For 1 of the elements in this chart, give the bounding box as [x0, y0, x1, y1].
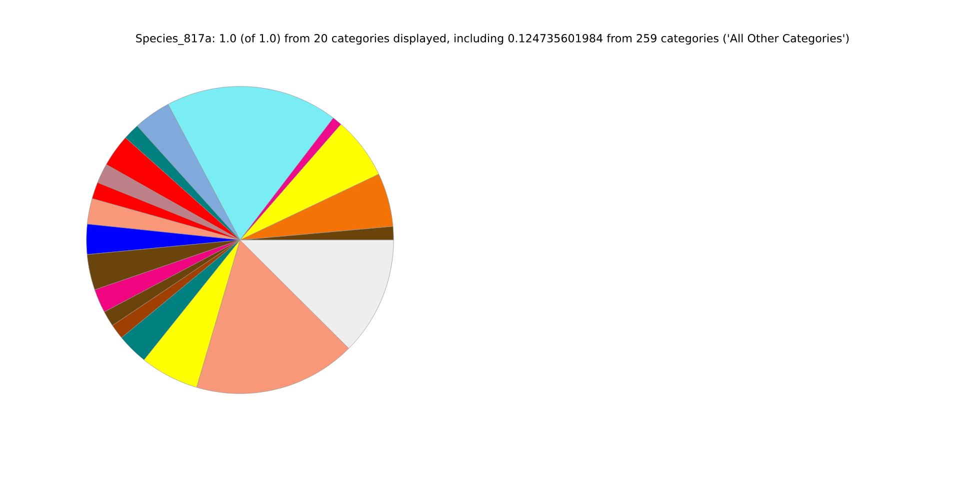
text: Species_817a: 1.0 (of 1.0) from 20 categories displayed, including 0.124735601984 from 259 categories ('All Other Categories') [136, 34, 849, 45]
